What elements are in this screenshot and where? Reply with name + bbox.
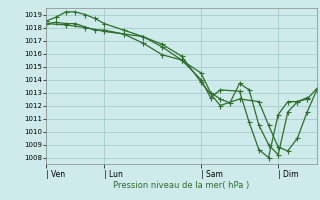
X-axis label: Pression niveau de la mer( hPa ): Pression niveau de la mer( hPa ) bbox=[114, 181, 250, 190]
